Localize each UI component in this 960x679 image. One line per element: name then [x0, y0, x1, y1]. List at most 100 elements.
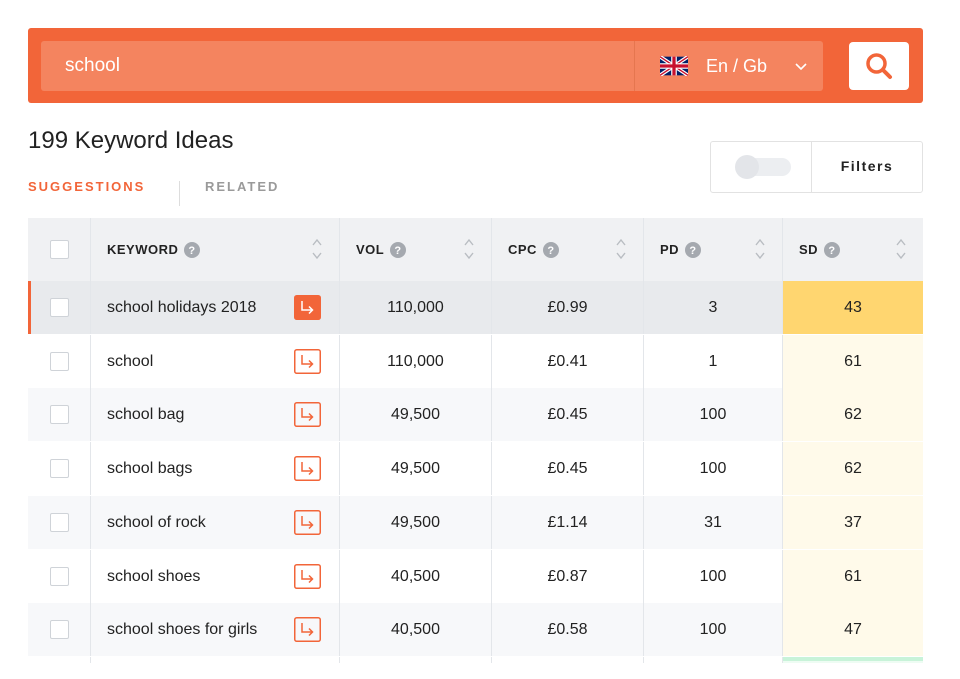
tab-divider — [179, 181, 180, 206]
partial-cell — [492, 657, 644, 663]
sd-cell: 62 — [783, 388, 923, 441]
question-icon[interactable]: ? — [685, 241, 702, 258]
row-checkbox[interactable] — [49, 352, 69, 371]
vol-cell: 49,500 — [340, 388, 492, 441]
row-select-cell — [28, 496, 91, 549]
table-row[interactable]: school holidays 2018 110,000 £0.99 3 43 — [28, 281, 923, 334]
search-bar: En / Gb — [28, 28, 923, 103]
sort-icon[interactable] — [311, 236, 323, 262]
keyword-cell[interactable]: school holidays 2018 — [91, 281, 340, 334]
svg-text:?: ? — [689, 245, 696, 257]
cpc-cell: £0.58 — [492, 603, 644, 656]
sort-icon[interactable] — [895, 236, 907, 262]
arrow-into-icon[interactable] — [294, 456, 321, 481]
row-select-cell — [28, 550, 91, 603]
keyword-text: school shoes — [107, 567, 201, 585]
row-select-cell — [28, 335, 91, 388]
table-row[interactable]: school shoes 40,500 £0.87 100 61 — [28, 550, 923, 603]
keyword-cell[interactable]: school shoes for girls — [91, 603, 340, 656]
pd-cell: 100 — [644, 603, 783, 656]
row-checkbox[interactable] — [49, 405, 69, 424]
vol-cell: 49,500 — [340, 496, 492, 549]
header-vol[interactable]: VOL ? — [340, 218, 492, 281]
sd-peek-bar — [783, 657, 923, 661]
filters-divider — [811, 142, 812, 192]
vol-cell: 110,000 — [340, 281, 492, 334]
sort-icon[interactable] — [754, 236, 766, 262]
table-row[interactable]: school shoes for girls 40,500 £0.58 100 47 — [28, 603, 923, 656]
vol-cell: 49,500 — [340, 442, 492, 495]
keyword-cell[interactable]: school — [91, 335, 340, 388]
row-select-cell — [28, 388, 91, 441]
row-checkbox[interactable] — [49, 513, 69, 532]
header-keyword-label: KEYWORD — [107, 242, 179, 257]
language-selector[interactable]: En / Gb — [634, 41, 823, 91]
sort-icon[interactable] — [463, 236, 475, 262]
keyword-text: school — [107, 352, 154, 370]
sd-cell: 43 — [783, 281, 923, 334]
cpc-cell: £0.45 — [492, 388, 644, 441]
arrow-into-icon[interactable] — [294, 564, 321, 589]
row-checkbox[interactable] — [49, 567, 69, 586]
keyword-text: school shoes for girls — [107, 620, 258, 638]
filters-toggle[interactable] — [735, 155, 791, 179]
pd-cell: 31 — [644, 496, 783, 549]
question-icon[interactable]: ? — [542, 241, 559, 258]
sd-cell: 47 — [783, 603, 923, 656]
table-row-partial — [28, 657, 923, 663]
search-button[interactable] — [849, 42, 909, 90]
pd-cell: 100 — [644, 388, 783, 441]
select-all-checkbox[interactable] — [49, 240, 69, 259]
header-pd-label: PD — [660, 242, 680, 257]
table-row[interactable]: school of rock 49,500 £1.14 31 37 — [28, 496, 923, 549]
svg-text:?: ? — [547, 245, 554, 257]
search-input[interactable] — [41, 41, 635, 91]
arrow-into-icon[interactable] — [294, 295, 321, 320]
keyword-cell[interactable]: school shoes — [91, 550, 340, 603]
arrow-into-icon[interactable] — [294, 349, 321, 374]
keyword-cell[interactable]: school bag — [91, 388, 340, 441]
uk-flag-icon — [660, 56, 688, 76]
arrow-into-icon[interactable] — [294, 402, 321, 427]
header-sd[interactable]: SD ? — [783, 218, 923, 281]
table-header: KEYWORD ? VOL ? CPC ? PD ? SD ? — [28, 218, 923, 281]
header-pd[interactable]: PD ? — [644, 218, 783, 281]
filters-button[interactable]: Filters — [840, 158, 894, 174]
row-checkbox[interactable] — [49, 620, 69, 639]
keyword-cell[interactable]: school of rock — [91, 496, 340, 549]
cpc-cell: £0.45 — [492, 442, 644, 495]
selected-indicator — [28, 281, 31, 334]
question-icon[interactable]: ? — [184, 241, 201, 258]
header-cpc[interactable]: CPC ? — [492, 218, 644, 281]
sd-cell: 37 — [783, 496, 923, 549]
tab-related[interactable]: RELATED — [205, 179, 280, 194]
cpc-cell: £0.87 — [492, 550, 644, 603]
arrow-into-icon[interactable] — [294, 510, 321, 535]
header-sd-label: SD — [799, 242, 819, 257]
keyword-cell[interactable]: school bags — [91, 442, 340, 495]
keyword-text: school bag — [107, 405, 185, 423]
row-checkbox[interactable] — [49, 459, 69, 478]
svg-text:?: ? — [828, 245, 835, 257]
question-icon[interactable]: ? — [390, 241, 407, 258]
question-icon[interactable]: ? — [824, 241, 841, 258]
table-row[interactable]: school 110,000 £0.41 1 61 — [28, 335, 923, 388]
sd-cell: 62 — [783, 442, 923, 495]
keyword-text: school of rock — [107, 513, 206, 531]
keyword-text: school holidays 2018 — [107, 298, 257, 316]
arrow-into-icon[interactable] — [294, 617, 321, 642]
language-label: En / Gb — [706, 55, 768, 76]
table-row[interactable]: school bags 49,500 £0.45 100 62 — [28, 442, 923, 495]
vol-cell: 110,000 — [340, 335, 492, 388]
filters-panel: Filters — [710, 141, 923, 193]
sort-icon[interactable] — [615, 236, 627, 262]
row-select-cell — [28, 442, 91, 495]
header-cpc-label: CPC — [508, 242, 537, 257]
vol-cell: 40,500 — [340, 603, 492, 656]
table-row[interactable]: school bag 49,500 £0.45 100 62 — [28, 388, 923, 441]
tab-suggestions[interactable]: SUGGESTIONS — [28, 179, 146, 194]
row-checkbox[interactable] — [49, 298, 69, 317]
search-icon — [866, 53, 892, 79]
header-keyword[interactable]: KEYWORD ? — [91, 218, 340, 281]
page-title: 199 Keyword Ideas — [28, 127, 234, 154]
